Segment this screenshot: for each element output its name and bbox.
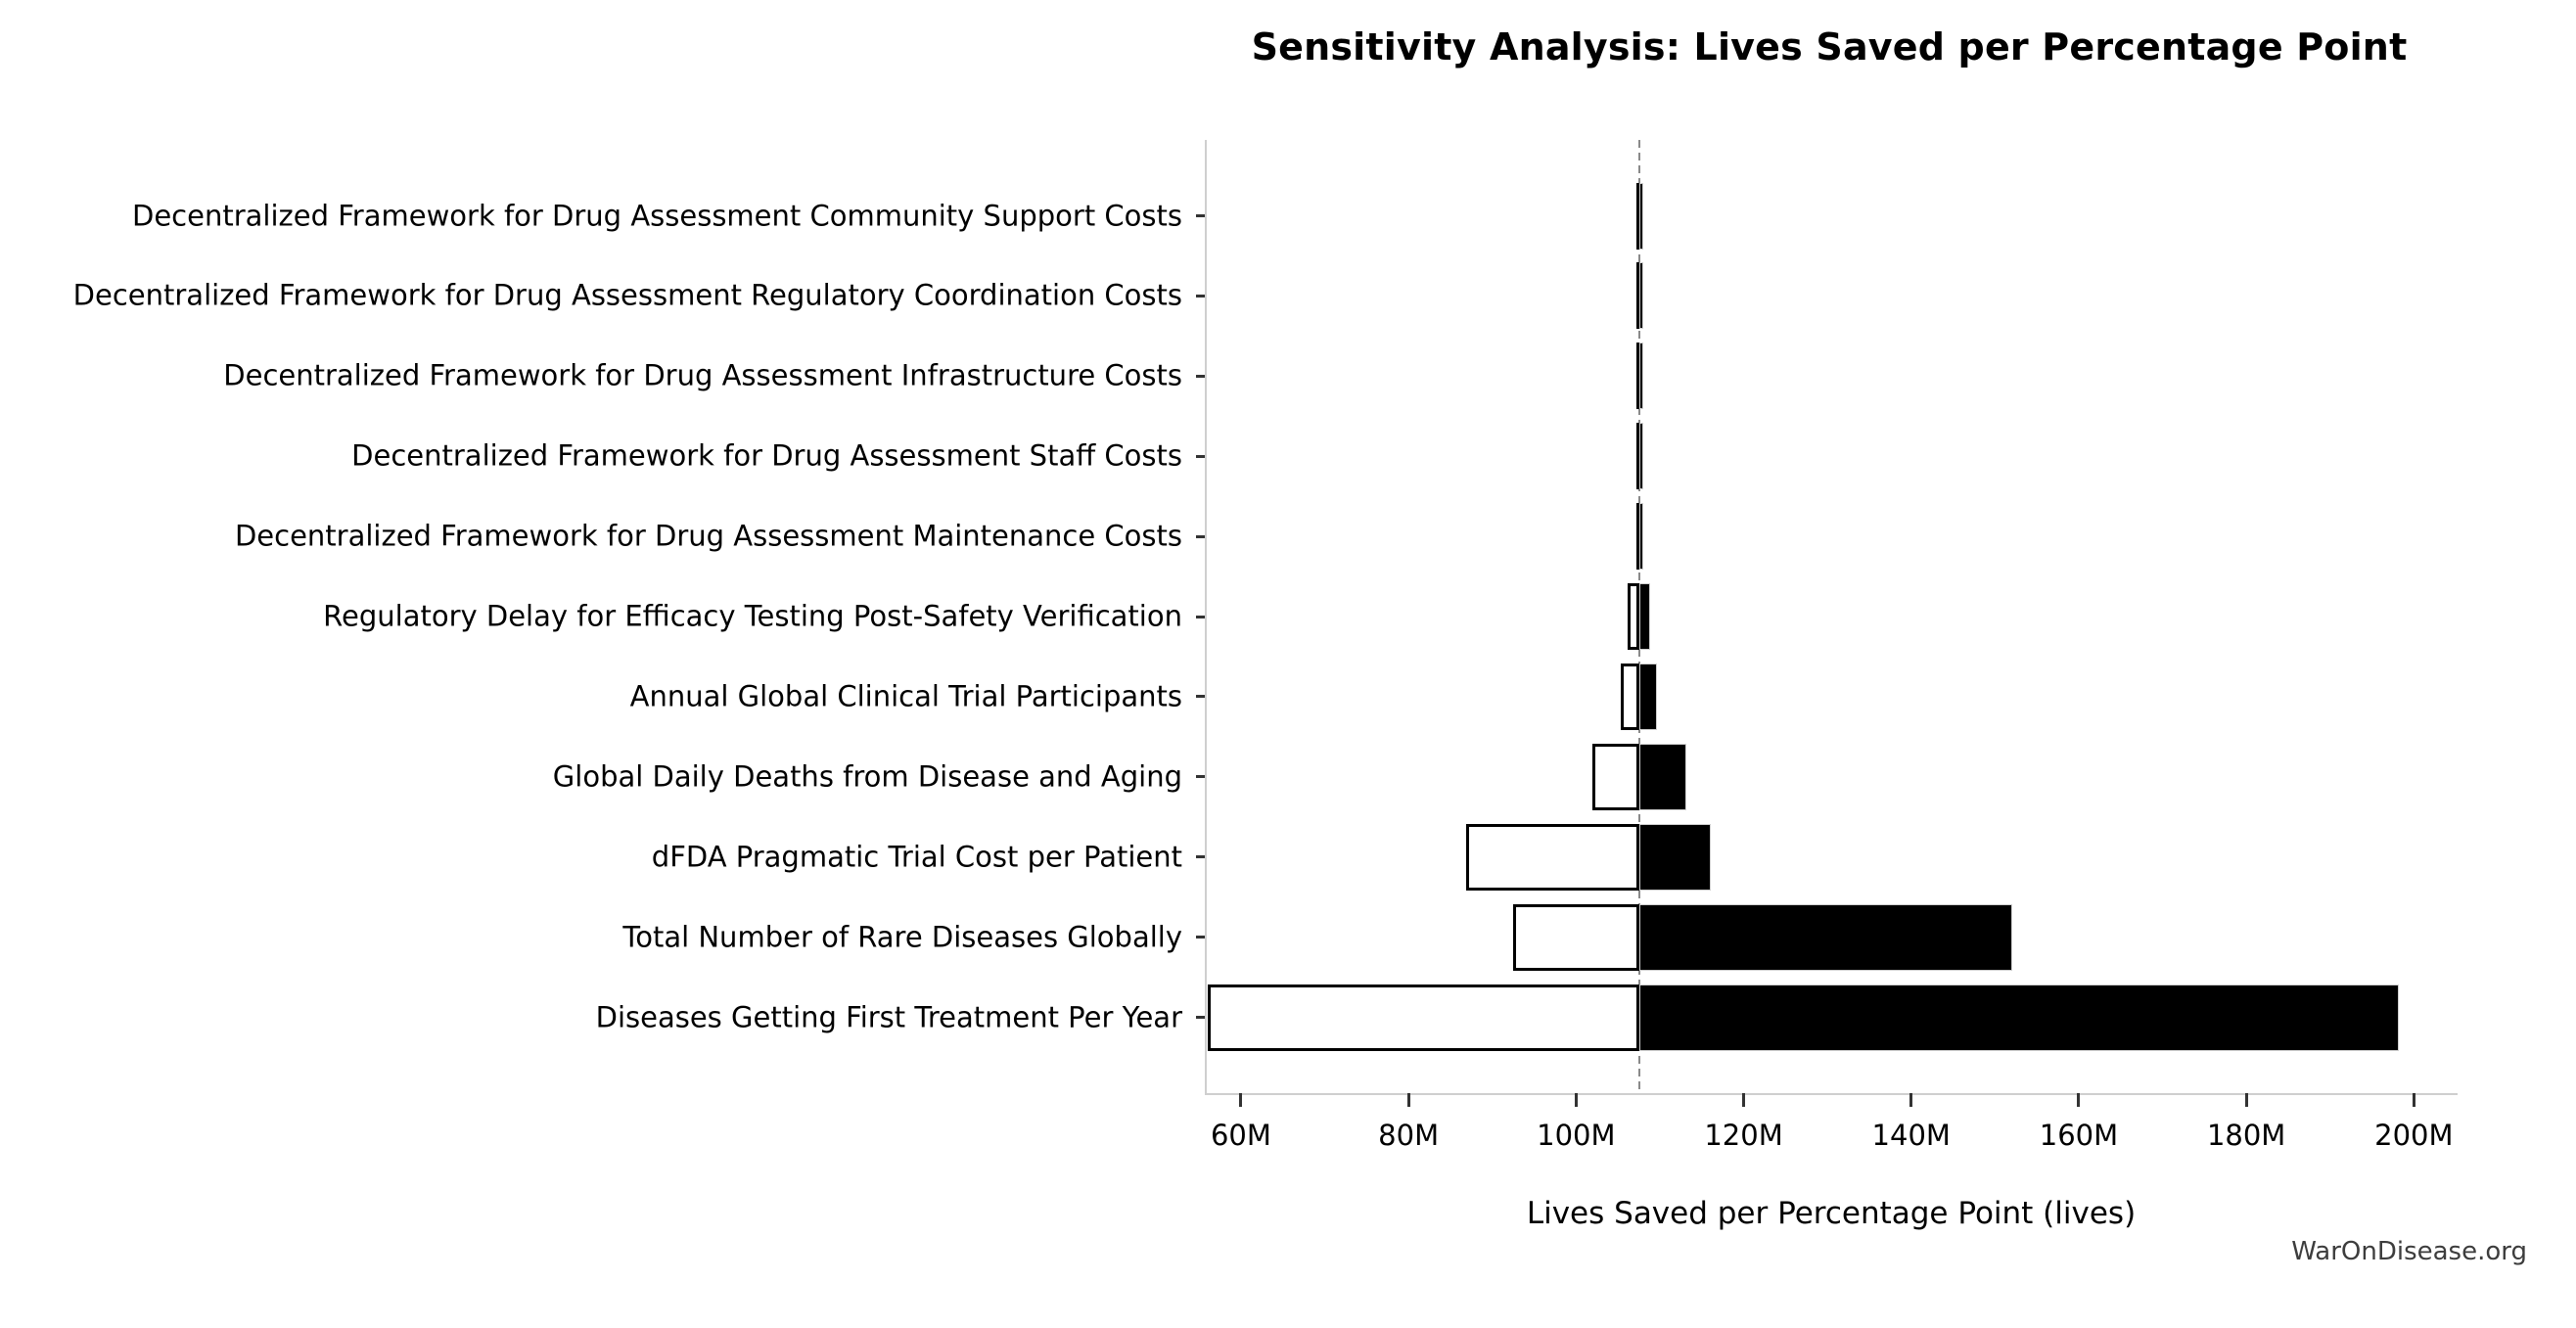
y-axis-label: Decentralized Framework for Drug Assessm… — [72, 278, 1182, 312]
y-tick — [1196, 454, 1205, 458]
x-tick-label: 160M — [2039, 1119, 2119, 1152]
y-tick — [1196, 294, 1205, 298]
y-tick — [1196, 936, 1205, 939]
x-tick-label: 60M — [1210, 1119, 1271, 1152]
bar-high — [1639, 503, 1643, 571]
y-axis-label: Annual Global Clinical Trial Participant… — [629, 679, 1182, 713]
x-tick — [2244, 1093, 2248, 1107]
y-axis-label: Total Number of Rare Diseases Globally — [622, 920, 1182, 954]
x-tick — [2412, 1093, 2415, 1107]
bar-high — [1639, 823, 1712, 891]
y-axis-label: Decentralized Framework for Drug Assessm… — [223, 358, 1182, 392]
x-tick — [1574, 1093, 1578, 1107]
bar-high — [1639, 182, 1643, 250]
plot-area: Decentralized Framework for Drug Assessm… — [73, 140, 2458, 1152]
y-tick — [1196, 214, 1205, 217]
y-tick — [1196, 615, 1205, 618]
x-axis-line — [1205, 1093, 2458, 1095]
x-tick-label: 80M — [1378, 1119, 1440, 1152]
bar-high — [1639, 663, 1658, 730]
bar-low — [1592, 743, 1640, 810]
x-tick-label: 200M — [2374, 1119, 2454, 1152]
bar-low — [1627, 583, 1640, 650]
y-tick — [1196, 374, 1205, 378]
bar-high — [1639, 903, 2013, 971]
y-axis-label: Diseases Getting First Treatment Per Yea… — [595, 1000, 1182, 1033]
x-tick-label: 180M — [2206, 1119, 2286, 1152]
x-tick — [1742, 1093, 1746, 1107]
bar-high — [1639, 423, 1643, 490]
x-tick-label: 100M — [1537, 1119, 1616, 1152]
y-axis-line — [1205, 140, 1207, 1093]
y-axis-label: Regulatory Delay for Efficacy Testing Po… — [323, 599, 1182, 633]
bar-high — [1639, 262, 1643, 330]
y-axis-label: Decentralized Framework for Drug Assessm… — [234, 519, 1182, 553]
y-axis-label: Global Daily Deaths from Disease and Agi… — [552, 759, 1182, 794]
bar-high — [1639, 984, 2399, 1051]
y-tick — [1196, 695, 1205, 699]
bar-high — [1639, 743, 1687, 810]
chart-title: Sensitivity Analysis: Lives Saved per Pe… — [1251, 25, 2408, 69]
bar-low — [1207, 984, 1640, 1051]
y-tick — [1196, 1016, 1205, 1019]
y-axis-label: Decentralized Framework for Drug Assessm… — [132, 199, 1182, 232]
y-axis-label: Decentralized Framework for Drug Assessm… — [351, 438, 1182, 473]
bar-low — [1620, 663, 1640, 730]
x-tick-label: 120M — [1704, 1119, 1783, 1152]
x-tick — [1909, 1093, 1913, 1107]
bar-high — [1639, 343, 1643, 410]
x-tick — [1406, 1093, 1410, 1107]
watermark: WarOnDisease.org — [2291, 1237, 2527, 1266]
x-axis-label: Lives Saved per Percentage Point (lives) — [1526, 1196, 2137, 1231]
x-tick-label: 140M — [1871, 1119, 1951, 1152]
x-tick — [1239, 1093, 1243, 1107]
x-tick — [2077, 1093, 2081, 1107]
y-axis-label: dFDA Pragmatic Trial Cost per Patient — [651, 840, 1182, 874]
y-tick — [1196, 775, 1205, 779]
y-tick — [1196, 534, 1205, 538]
bar-high — [1639, 583, 1650, 650]
bar-low — [1466, 823, 1640, 891]
bar-low — [1513, 903, 1640, 971]
y-tick — [1196, 855, 1205, 859]
